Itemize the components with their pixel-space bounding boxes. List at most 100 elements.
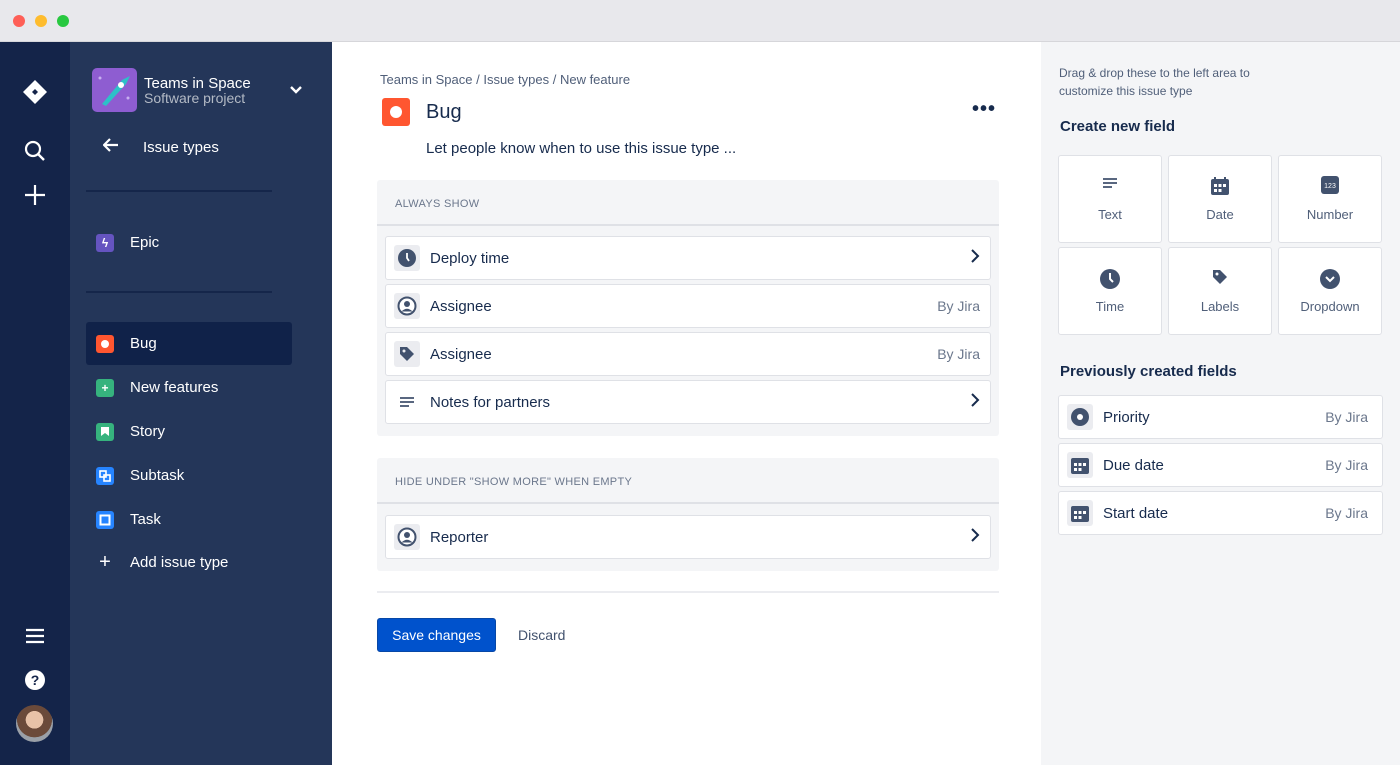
subtask-icon	[96, 466, 114, 485]
item-label: Add issue type	[130, 554, 229, 571]
always-show-section: ALWAYS SHOW Deploy time Assignee By Jira …	[377, 180, 999, 436]
field-card-dropdown[interactable]: Dropdown	[1278, 247, 1382, 335]
user-icon	[394, 293, 420, 319]
field-label: Reporter	[430, 528, 489, 546]
field-row-deploy-time[interactable]: Deploy time	[385, 236, 991, 280]
priority-icon	[1067, 404, 1093, 430]
field-source: By Jira	[1325, 457, 1368, 473]
field-label: Priority	[1103, 408, 1150, 426]
sidebar-item-epic[interactable]: ϟ Epic	[86, 221, 292, 264]
save-changes-button[interactable]: Save changes	[377, 618, 496, 652]
field-card-label: Time	[1095, 299, 1125, 314]
field-label: Assignee	[430, 297, 492, 315]
prev-field-due-date[interactable]: Due date By Jira	[1058, 443, 1383, 487]
calendar-icon	[1067, 452, 1093, 478]
chevron-right-icon[interactable]	[970, 528, 980, 546]
issue-description[interactable]: Let people know when to use this issue t…	[426, 140, 737, 157]
user-icon	[394, 524, 420, 550]
breadcrumb-item[interactable]: Teams in Space	[380, 72, 473, 87]
close-window-button[interactable]	[13, 15, 25, 27]
sidebar-item-new-features[interactable]: + New features	[86, 366, 292, 409]
divider	[377, 591, 999, 593]
field-label: Assignee	[430, 345, 492, 363]
arrow-left-icon	[102, 138, 119, 156]
field-source: By Jira	[1325, 505, 1368, 521]
chevron-down-icon[interactable]	[286, 80, 306, 100]
project-avatar	[92, 68, 137, 112]
project-type: Software project	[144, 90, 246, 106]
menu-icon[interactable]	[23, 624, 47, 648]
text-icon	[394, 389, 420, 415]
chevron-right-icon[interactable]	[970, 393, 980, 411]
field-card-time[interactable]: Time	[1058, 247, 1162, 335]
sidebar-item-subtask[interactable]: Subtask	[86, 454, 292, 497]
field-card-label: Dropdown	[1300, 299, 1360, 314]
number-icon: 123	[1279, 176, 1381, 198]
field-card-labels[interactable]: Labels	[1168, 247, 1272, 335]
chevron-right-icon[interactable]	[970, 249, 980, 267]
plus-icon: +	[96, 378, 114, 397]
avatar[interactable]	[16, 705, 53, 742]
bug-icon	[96, 334, 114, 353]
drag-hint: Drag & drop these to the left area to cu…	[1059, 66, 1250, 98]
field-palette: Drag & drop these to the left area to cu…	[1041, 42, 1400, 765]
maximize-window-button[interactable]	[57, 15, 69, 27]
clock-icon	[394, 245, 420, 271]
field-row-notes-for-partners[interactable]: Notes for partners	[385, 380, 991, 424]
item-label: Bug	[130, 335, 157, 352]
create-icon[interactable]	[23, 183, 47, 207]
sidebar-item-bug[interactable]: Bug	[86, 322, 292, 365]
previous-fields-heading: Previously created fields	[1060, 363, 1237, 380]
text-icon	[1059, 176, 1161, 198]
field-card-date[interactable]: Date	[1168, 155, 1272, 243]
section-heading: ALWAYS SHOW	[377, 180, 999, 226]
back-to-issue-types[interactable]: Issue types	[102, 138, 219, 156]
window-titlebar	[0, 0, 1400, 42]
svg-text:123: 123	[1324, 183, 1336, 190]
field-card-text[interactable]: Text	[1058, 155, 1162, 243]
prev-field-start-date[interactable]: Start date By Jira	[1058, 491, 1383, 535]
field-card-label: Labels	[1200, 299, 1240, 314]
field-row-reporter[interactable]: Reporter	[385, 515, 991, 559]
field-card-number[interactable]: 123 Number	[1278, 155, 1382, 243]
tag-icon	[394, 341, 420, 367]
calendar-icon	[1067, 500, 1093, 526]
item-label: Task	[130, 511, 161, 528]
help-icon[interactable]: ?	[23, 668, 47, 692]
item-label: Epic	[130, 234, 160, 251]
add-issue-type-button[interactable]: + Add issue type	[86, 541, 292, 584]
sidebar-item-story[interactable]: Story	[86, 410, 292, 453]
section-heading: HIDE UNDER "SHOW MORE" WHEN EMPTY	[377, 458, 999, 504]
divider	[86, 190, 272, 192]
sidebar-item-task[interactable]: Task	[86, 498, 292, 541]
task-icon	[96, 510, 114, 529]
breadcrumb: Teams in Space / Issue types / New featu…	[380, 72, 631, 87]
more-actions-icon[interactable]: •••	[972, 98, 997, 120]
breadcrumb-item[interactable]: New feature	[559, 72, 631, 87]
clock-icon	[1059, 268, 1161, 290]
field-card-label: Date	[1206, 207, 1234, 222]
field-card-label: Text	[1098, 207, 1122, 222]
field-source: By Jira	[937, 346, 980, 362]
search-icon[interactable]	[23, 139, 47, 163]
project-sidebar: Teams in Space Software project Issue ty…	[70, 42, 332, 765]
page-title: Bug	[426, 101, 462, 123]
field-row-assignee-tag[interactable]: Assignee By Jira	[385, 332, 991, 376]
minimize-window-button[interactable]	[35, 15, 47, 27]
discard-button[interactable]: Discard	[518, 627, 566, 643]
field-source: By Jira	[1325, 409, 1368, 425]
prev-field-priority[interactable]: Priority By Jira	[1058, 395, 1383, 439]
global-nav: ?	[0, 42, 70, 765]
dropdown-icon	[1279, 268, 1381, 290]
field-label: Start date	[1103, 504, 1169, 522]
bookmark-icon	[96, 422, 114, 441]
calendar-icon	[1169, 176, 1271, 198]
field-source: By Jira	[937, 298, 980, 314]
field-label: Deploy time	[430, 249, 510, 267]
breadcrumb-item[interactable]: Issue types	[483, 72, 550, 87]
bug-icon	[382, 98, 410, 126]
back-label: Issue types	[143, 138, 219, 156]
lightning-icon: ϟ	[96, 233, 114, 252]
field-row-assignee[interactable]: Assignee By Jira	[385, 284, 991, 328]
jira-logo-icon[interactable]	[21, 78, 49, 106]
